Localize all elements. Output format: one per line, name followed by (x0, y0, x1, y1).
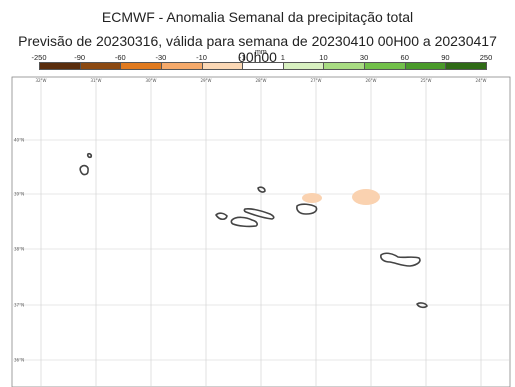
longitude-label: 25°W (420, 78, 431, 83)
map-title: ECMWF - Anomalia Semanal da precipitação… (101, 9, 414, 25)
colorbar-tick-label: -90 (74, 53, 86, 62)
latitude-label: 38°N (14, 247, 24, 252)
latitude-label: 39°N (14, 192, 24, 197)
colorbar-tick-label: 60 (400, 53, 409, 62)
colorbar-tick-label: -30 (155, 53, 167, 62)
colorbar-tick-label: 250 (479, 53, 493, 62)
island-terceira (296, 203, 318, 215)
colorbar-tick-label: 10 (319, 53, 328, 62)
island-sao-miguel (380, 252, 421, 267)
island-pico (230, 216, 258, 228)
longitude-label: 24°W (475, 78, 486, 83)
island-corvo (86, 152, 93, 159)
colorbar-tick-label: 30 (359, 53, 369, 62)
latitude-label: 36°N (14, 358, 24, 363)
longitude-label: 30°W (145, 78, 156, 83)
colorbar-tick-label: -1 (238, 53, 246, 62)
longitude-label: 26°W (365, 78, 376, 83)
island-sao-jorge (243, 208, 275, 220)
map-subtitle: Previsão de 20230316, válida para semana… (18, 33, 497, 65)
colorbar-tick-label: 90 (441, 53, 450, 62)
island-graciosa (257, 186, 266, 193)
latitude-label: 40°N (14, 138, 24, 143)
longitude-label: 31°W (90, 78, 101, 83)
colorbar-unit: mm (255, 49, 267, 56)
island-faial (215, 212, 228, 221)
island-flores (79, 164, 89, 176)
colorbar-tick-label: -60 (114, 53, 126, 62)
precip-anomaly-patch (302, 193, 322, 203)
longitude-label: 27°W (310, 78, 321, 83)
colorbar-tick-label: -10 (196, 53, 207, 62)
latitude-label: 37°N (14, 303, 24, 308)
colorbar-segment (445, 62, 487, 70)
colorbar-tick-label: -250 (31, 53, 47, 62)
longitude-label: 28°W (255, 78, 266, 83)
longitude-label: 32°W (35, 78, 46, 83)
longitude-label: 29°W (200, 78, 211, 83)
colorbar-tick-label: 1 (280, 53, 285, 62)
island-santa-maria (416, 302, 428, 309)
precip-anomaly-patch (352, 189, 380, 205)
